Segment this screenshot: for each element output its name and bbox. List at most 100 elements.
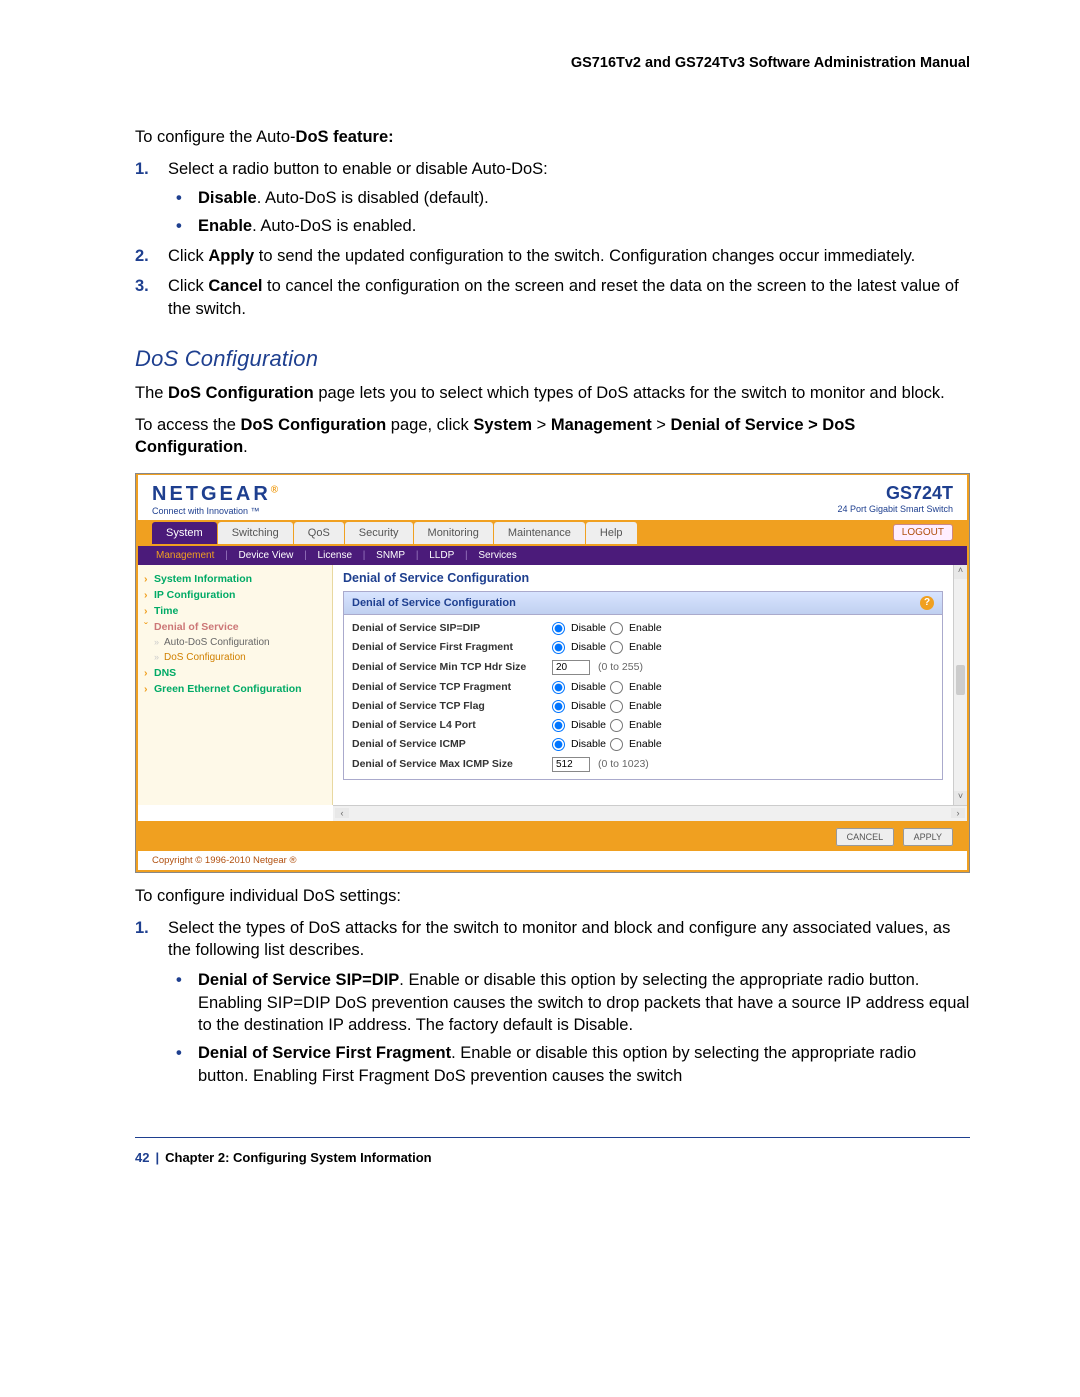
- subnav-lldp[interactable]: LLDP: [425, 550, 458, 561]
- text-bold: DoS Configuration: [168, 384, 314, 402]
- radio-enable[interactable]: [610, 681, 623, 694]
- post-intro: To configure individual DoS settings:: [135, 885, 970, 907]
- horizontal-scrollbar[interactable]: ‹ ›: [333, 805, 967, 821]
- range-hint: (0 to 255): [598, 661, 643, 673]
- form-row-2: Denial of Service Min TCP Hdr Size(0 to …: [344, 657, 942, 678]
- sidebar-item-denial-of-service[interactable]: Denial of Service: [138, 619, 332, 635]
- section-heading: DoS Configuration: [135, 346, 970, 372]
- radio-enable[interactable]: [610, 622, 623, 635]
- post-step-1: 1. Select the types of DoS attacks for t…: [135, 917, 970, 1087]
- subnav-device-view[interactable]: Device View: [235, 550, 298, 561]
- brand-tagline: Connect with Innovation ™: [152, 506, 278, 516]
- radio-disable[interactable]: [552, 700, 565, 713]
- radio-enable[interactable]: [610, 641, 623, 654]
- text: >: [532, 416, 551, 434]
- form-control: DisableEnable: [552, 681, 662, 694]
- sidebar-item-time[interactable]: Time: [138, 603, 332, 619]
- bullet-first-fragment: Denial of Service First Fragment. Enable…: [168, 1042, 970, 1087]
- text: . Auto-DoS is disabled (default).: [257, 189, 489, 207]
- subnav-snmp[interactable]: SNMP: [372, 550, 409, 561]
- sidebar-item-dns[interactable]: DNS: [138, 665, 332, 681]
- radio-disable[interactable]: [552, 681, 565, 694]
- copyright: Copyright © 1996-2010 Netgear ®: [138, 851, 967, 870]
- brand-logo: NETGEAR®: [152, 483, 278, 506]
- radio-disable[interactable]: [552, 622, 565, 635]
- logout-button[interactable]: LOGOUT: [893, 524, 953, 541]
- sidebar-item-dos-configuration[interactable]: DoS Configuration: [138, 650, 332, 665]
- tab-qos[interactable]: QoS: [294, 522, 344, 544]
- cancel-button[interactable]: CANCEL: [836, 828, 895, 846]
- button-bar: CANCEL APPLY: [138, 821, 967, 851]
- tab-help[interactable]: Help: [586, 522, 637, 544]
- text: Select a radio button to enable or disab…: [168, 160, 548, 178]
- form-label: Denial of Service SIP=DIP: [352, 622, 552, 634]
- radio-enable[interactable]: [610, 719, 623, 732]
- form-panel: Denial of Service SIP=DIPDisableEnableDe…: [343, 615, 943, 780]
- scroll-left-icon[interactable]: ‹: [335, 808, 349, 818]
- apply-button[interactable]: APPLY: [903, 828, 953, 846]
- product-block: GS724T 24 Port Gigabit Smart Switch: [837, 483, 953, 514]
- tab-switching[interactable]: Switching: [218, 522, 293, 544]
- radio-enable[interactable]: [610, 700, 623, 713]
- text-bold: Management: [551, 416, 652, 434]
- text: >: [652, 416, 671, 434]
- text-input[interactable]: [552, 660, 590, 675]
- radio-disable[interactable]: [552, 719, 565, 732]
- text-bold: Denial of Service SIP=DIP: [198, 971, 399, 989]
- text: page lets you to select which types of D…: [314, 384, 945, 402]
- text: To configure the Auto-: [135, 128, 296, 146]
- subnav-license[interactable]: License: [314, 550, 356, 561]
- form-label: Denial of Service Max ICMP Size: [352, 758, 552, 770]
- step-2: 2. Click Apply to send the updated confi…: [135, 245, 970, 267]
- form-label: Denial of Service TCP Flag: [352, 700, 552, 712]
- text: .: [243, 438, 248, 456]
- scroll-right-icon[interactable]: ›: [951, 808, 965, 818]
- radio-enable[interactable]: [610, 738, 623, 751]
- text: To access the: [135, 416, 240, 434]
- form-control: DisableEnable: [552, 641, 662, 654]
- main-tabs: SystemSwitchingQoSSecurityMonitoringMain…: [152, 522, 638, 544]
- form-row-4: Denial of Service TCP FlagDisableEnable: [344, 697, 942, 716]
- scroll-thumb[interactable]: [956, 665, 965, 695]
- sidebar-item-green-ethernet-configuration[interactable]: Green Ethernet Configuration: [138, 681, 332, 697]
- footer: 42|Chapter 2: Configuring System Informa…: [135, 1150, 970, 1165]
- scroll-down-icon[interactable]: ˅: [954, 791, 967, 805]
- scroll-up-icon[interactable]: ˄: [954, 565, 967, 579]
- text-bold: DoS Configuration: [240, 416, 386, 434]
- radio-disable[interactable]: [552, 738, 565, 751]
- subnav-services[interactable]: Services: [474, 550, 520, 561]
- autodos-intro: To configure the Auto-DoS feature:: [135, 126, 970, 148]
- sidebar-item-system-information[interactable]: System Information: [138, 571, 332, 587]
- label-enable: Enable: [629, 719, 662, 731]
- sidebar-item-ip-configuration[interactable]: IP Configuration: [138, 587, 332, 603]
- product-sub: 24 Port Gigabit Smart Switch: [837, 504, 953, 514]
- vertical-scrollbar[interactable]: ˄ ˅: [953, 565, 967, 805]
- section-p1: The DoS Configuration page lets you to s…: [135, 382, 970, 404]
- sidebar: System InformationIP ConfigurationTimeDe…: [138, 565, 333, 805]
- tab-system[interactable]: System: [152, 522, 217, 544]
- subnav-management[interactable]: Management: [152, 550, 218, 561]
- tab-maintenance[interactable]: Maintenance: [494, 522, 585, 544]
- section-p2: To access the DoS Configuration page, cl…: [135, 414, 970, 459]
- bullet-sip-dip: Denial of Service SIP=DIP. Enable or dis…: [168, 969, 970, 1036]
- form-control: DisableEnable: [552, 738, 662, 751]
- text: Select the types of DoS attacks for the …: [168, 919, 950, 959]
- main-title: Denial of Service Configuration: [343, 571, 943, 585]
- tab-security[interactable]: Security: [345, 522, 413, 544]
- help-icon[interactable]: ?: [920, 596, 934, 610]
- text-bold: DoS feature:: [296, 128, 394, 146]
- form-control: (0 to 255): [552, 660, 643, 675]
- text-input[interactable]: [552, 757, 590, 772]
- form-control: DisableEnable: [552, 719, 662, 732]
- label-disable: Disable: [571, 700, 606, 712]
- label-disable: Disable: [571, 738, 606, 750]
- radio-disable[interactable]: [552, 641, 565, 654]
- range-hint: (0 to 1023): [598, 758, 649, 770]
- form-row-7: Denial of Service Max ICMP Size (0 to 102…: [344, 754, 942, 775]
- text-bold: Cancel: [208, 277, 262, 295]
- form-row-6: Denial of Service ICMPDisableEnable: [344, 735, 942, 754]
- text: page, click: [386, 416, 473, 434]
- tab-monitoring[interactable]: Monitoring: [414, 522, 493, 544]
- form-row-5: Denial of Service L4 PortDisableEnable: [344, 716, 942, 735]
- sidebar-item-auto-dos-configuration[interactable]: Auto-DoS Configuration: [138, 635, 332, 650]
